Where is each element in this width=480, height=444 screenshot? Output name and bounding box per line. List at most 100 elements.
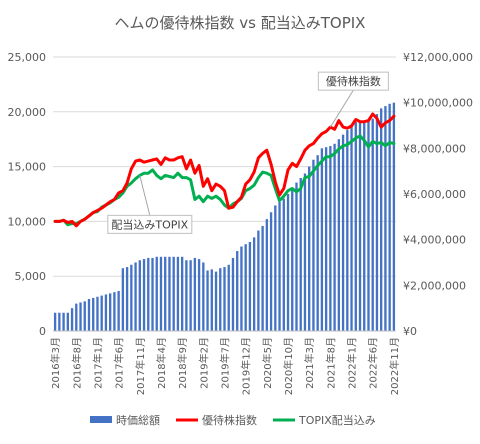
bar <box>83 301 86 331</box>
bar <box>134 262 137 331</box>
bar <box>96 296 99 331</box>
legend-label: TOPIX配当込み <box>298 413 376 427</box>
bar <box>269 212 273 331</box>
bar <box>202 262 205 331</box>
bar <box>316 155 319 331</box>
bar <box>337 139 340 331</box>
bar <box>66 312 69 331</box>
annotation-box <box>317 71 389 91</box>
bar <box>358 122 362 331</box>
bar <box>312 159 315 331</box>
right-axis-tick-label: ¥4,000,000 <box>403 234 466 247</box>
legend-label: 優待株指数 <box>202 413 257 427</box>
bar <box>100 295 103 331</box>
bar <box>341 134 345 331</box>
left-axis-tick-label: 5,000 <box>15 270 47 283</box>
x-axis-tick-label: 2016年8月 <box>70 337 83 389</box>
bar <box>363 120 366 331</box>
bar <box>388 103 391 331</box>
legend-label: 時価総額 <box>116 413 160 427</box>
bar <box>92 297 95 331</box>
right-axis-tick-label: ¥0 <box>403 325 417 338</box>
bar <box>53 312 57 331</box>
bar <box>176 256 180 331</box>
bar <box>257 230 260 331</box>
bar <box>291 188 294 331</box>
bar <box>380 108 383 331</box>
bar <box>159 256 163 331</box>
bar <box>278 201 281 331</box>
bar <box>371 118 374 332</box>
bar <box>286 194 290 331</box>
legend: 時価総額 優待株指数 TOPIX配当込み <box>90 413 376 427</box>
bar <box>324 147 328 331</box>
line-series <box>53 112 396 228</box>
x-axis-tick-label: 2017年1月 <box>91 337 104 389</box>
bar-series <box>53 102 396 332</box>
bar <box>164 256 167 331</box>
annotation-leader <box>139 175 151 216</box>
bar <box>138 260 141 331</box>
legend-swatch <box>90 416 112 423</box>
bar <box>223 267 226 331</box>
bar <box>62 312 65 331</box>
bar <box>252 237 256 331</box>
bar <box>261 225 264 331</box>
bar <box>210 269 213 331</box>
bar <box>214 271 218 331</box>
bar <box>172 256 175 331</box>
right-axis-tick-label: ¥12,000,000 <box>403 51 473 64</box>
bar <box>333 143 336 331</box>
bar <box>367 120 370 331</box>
x-axis-tick-label: 2016年3月 <box>49 337 62 389</box>
bar <box>197 259 201 331</box>
x-axis-tick-label: 2021年3月 <box>303 337 316 389</box>
bar <box>206 270 209 331</box>
bar <box>282 198 285 331</box>
left-axis-tick-label: 15,000 <box>8 161 47 174</box>
bar <box>265 219 269 331</box>
x-axis-tick-label: 2019年7月 <box>219 337 232 389</box>
bar <box>193 257 197 331</box>
bar <box>248 241 252 331</box>
left-axis-tick-label: 25,000 <box>8 51 47 64</box>
x-axis-tick-label: 2019年12月 <box>240 337 253 395</box>
bar <box>104 294 108 331</box>
x-axis-tick-label: 2021年8月 <box>324 337 337 389</box>
bar <box>109 293 112 331</box>
bar <box>240 246 243 331</box>
chart-title: ヘムの優待株指数 vs 配当込みTOPIX <box>115 14 366 32</box>
bar <box>299 178 302 331</box>
annotation-leader <box>329 89 354 128</box>
axes: 0 5,000 10,000 15,000 20,000 25,000 ¥0 ¥2,000,0… <box>8 51 473 395</box>
bar <box>58 312 61 331</box>
bar <box>70 308 74 331</box>
x-axis-tick-label: 2020年5月 <box>261 337 274 389</box>
x-axis-tick-label: 2020年10月 <box>282 337 295 395</box>
annotation-label: 配当込みTOPIX <box>111 217 188 231</box>
bar <box>79 302 82 331</box>
x-axis-tick-label: 2022年6月 <box>367 337 380 389</box>
bar <box>274 205 277 331</box>
bar <box>147 257 150 331</box>
bar <box>392 102 396 332</box>
bar <box>308 166 311 331</box>
series-line <box>53 112 396 228</box>
bar <box>180 256 184 331</box>
bar <box>75 303 78 331</box>
right-axis-tick-label: ¥2,000,000 <box>403 279 466 292</box>
bar <box>354 122 357 331</box>
x-axis-tick-label: 2022年1月 <box>346 337 359 389</box>
bar <box>231 257 235 331</box>
left-axis-tick-label: 10,000 <box>8 215 47 228</box>
x-axis-tick-label: 2018年9月 <box>176 337 189 389</box>
bar <box>219 268 222 331</box>
x-axis-tick-label: 2022年11月 <box>388 337 401 395</box>
bar <box>142 259 146 331</box>
right-axis-tick-label: ¥8,000,000 <box>403 142 466 155</box>
bar <box>236 251 239 331</box>
bar <box>125 267 129 331</box>
